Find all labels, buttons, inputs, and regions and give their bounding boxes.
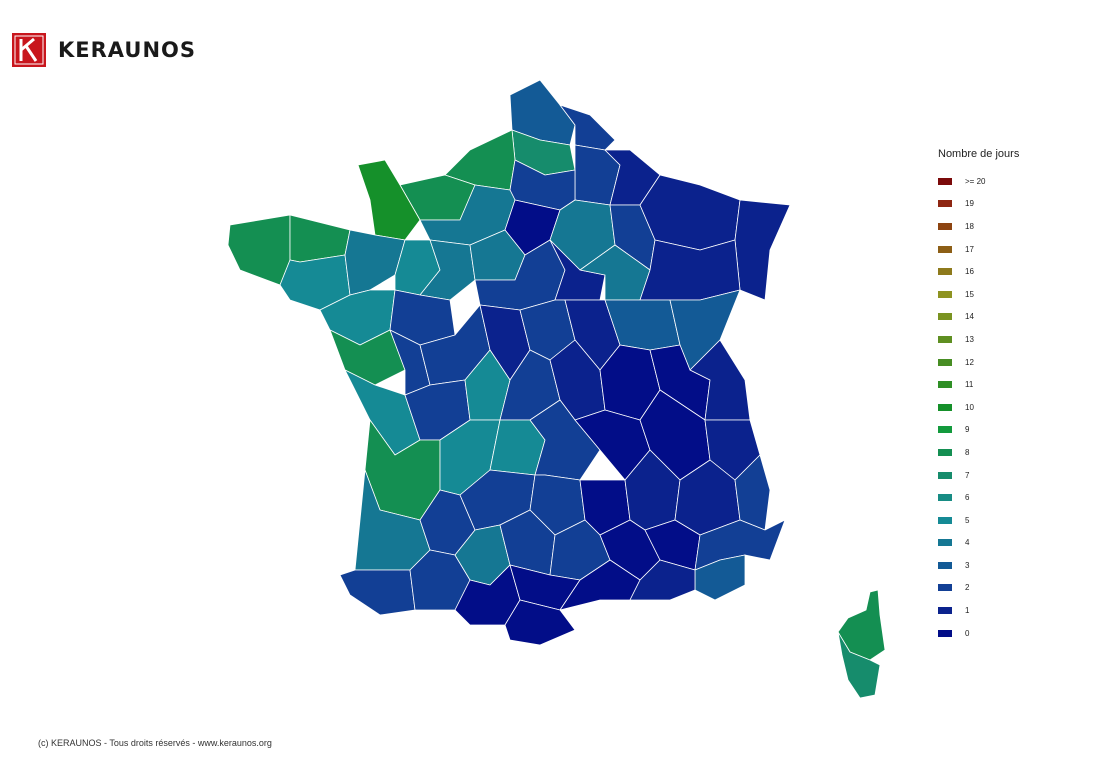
- region-cotes-armor: [289, 214, 351, 263]
- legend-swatch: [938, 607, 952, 615]
- brand-name: KERAUNOS: [58, 38, 196, 62]
- legend-item: 16: [938, 260, 1019, 283]
- region-vosges: [639, 239, 741, 301]
- region-bouches-rhone: [629, 559, 696, 601]
- legend-swatch: [938, 584, 952, 592]
- region-manche: [357, 159, 421, 241]
- region-alsace: [734, 199, 791, 301]
- legend-swatch: [938, 516, 952, 524]
- legend-label: 7: [965, 470, 970, 480]
- legend-item: 7: [938, 464, 1019, 487]
- legend-item: 17: [938, 238, 1019, 261]
- legend: Nombre de jours >= 20 19 18 17 16 15 14 13 12 11 1…: [938, 148, 1019, 644]
- copyright-credit: (c) KERAUNOS - Tous droits réservés - ww…: [38, 738, 272, 748]
- legend-label: 12: [965, 357, 974, 367]
- legend-swatch: [938, 335, 952, 343]
- legend-label: 11: [965, 380, 974, 390]
- legend-items: >= 20 19 18 17 16 15 14 13 12 11 10 9 8 7 6 5 4 3 2 1 0: [938, 170, 1019, 644]
- legend-item: 15: [938, 283, 1019, 306]
- legend-swatch: [938, 177, 952, 185]
- legend-swatch: [938, 448, 952, 456]
- legend-label: 13: [965, 334, 974, 344]
- legend-item: 10: [938, 396, 1019, 419]
- region-hautes-alpes: [734, 454, 771, 531]
- legend-swatch: [938, 629, 952, 637]
- legend-item: 19: [938, 193, 1019, 216]
- legend-label: 17: [965, 244, 974, 254]
- legend-item: 14: [938, 306, 1019, 329]
- legend-label: 3: [965, 560, 970, 570]
- legend-label: 19: [965, 199, 974, 209]
- legend-swatch: [938, 358, 952, 366]
- legend-label: 16: [965, 267, 974, 277]
- legend-item: 13: [938, 328, 1019, 351]
- legend-label: 4: [965, 538, 970, 548]
- legend-label: >= 20: [965, 176, 986, 186]
- legend-item: 6: [938, 486, 1019, 509]
- legend-label: 15: [965, 289, 974, 299]
- legend-swatch: [938, 471, 952, 479]
- legend-item: 4: [938, 532, 1019, 555]
- legend-item: 12: [938, 351, 1019, 374]
- legend-title: Nombre de jours: [938, 148, 1020, 160]
- legend-item: 3: [938, 554, 1019, 577]
- legend-item: 1: [938, 599, 1019, 622]
- legend-label: 0: [965, 628, 970, 638]
- legend-label: 1: [965, 606, 970, 616]
- legend-swatch: [938, 313, 952, 321]
- legend-label: 8: [965, 447, 970, 457]
- legend-item: 8: [938, 441, 1019, 464]
- legend-item: >= 20: [938, 170, 1019, 193]
- legend-item: 18: [938, 215, 1019, 238]
- region-moselle: [639, 174, 741, 251]
- region-corse-du-sud: [837, 631, 881, 699]
- legend-swatch: [938, 426, 952, 434]
- legend-swatch: [938, 200, 952, 208]
- region-pyrenees-atlantiques: [339, 569, 416, 616]
- brand-logo: KERAUNOS: [12, 32, 196, 68]
- legend-label: 18: [965, 221, 974, 231]
- legend-swatch: [938, 222, 952, 230]
- legend-label: 5: [965, 515, 970, 525]
- legend-swatch: [938, 381, 952, 389]
- keraunos-k-logo-icon: [12, 33, 46, 67]
- legend-label: 14: [965, 312, 974, 322]
- region-pyrenees-orientales: [504, 599, 576, 646]
- legend-label: 9: [965, 425, 970, 435]
- legend-swatch: [938, 494, 952, 502]
- legend-swatch: [938, 245, 952, 253]
- legend-label: 6: [965, 493, 970, 503]
- legend-item: 9: [938, 419, 1019, 442]
- legend-swatch: [938, 290, 952, 298]
- legend-item: 5: [938, 509, 1019, 532]
- legend-swatch: [938, 403, 952, 411]
- legend-item: 0: [938, 622, 1019, 645]
- legend-item: 2: [938, 577, 1019, 600]
- legend-label: 10: [965, 402, 974, 412]
- region-finistere: [227, 214, 291, 286]
- legend-swatch: [938, 561, 952, 569]
- legend-label: 2: [965, 583, 970, 593]
- legend-swatch: [938, 268, 952, 276]
- legend-item: 11: [938, 373, 1019, 396]
- legend-swatch: [938, 539, 952, 547]
